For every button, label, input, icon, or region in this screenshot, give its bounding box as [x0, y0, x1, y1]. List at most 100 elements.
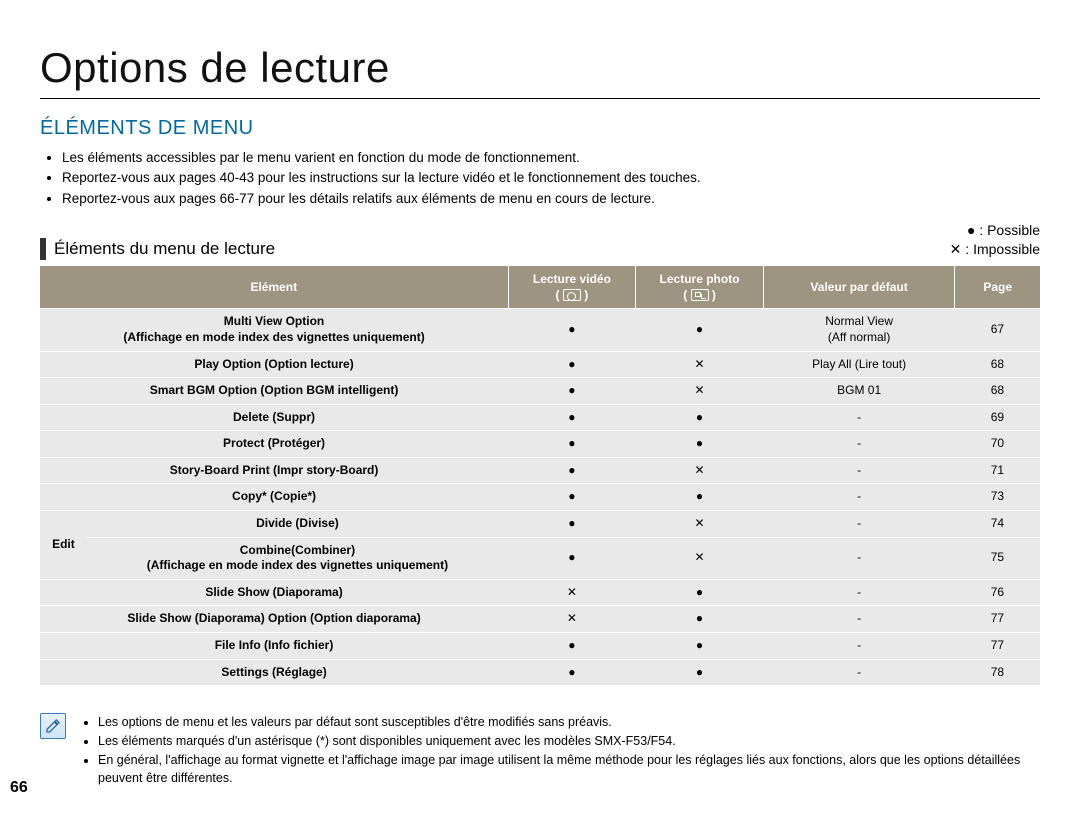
cell-video: ● — [508, 659, 636, 685]
cell-photo: ● — [636, 431, 764, 458]
cell-default: Play All (Lire tout) — [763, 351, 954, 378]
cell-default: - — [763, 633, 954, 660]
cell-photo: ● — [636, 484, 764, 511]
cell-element: File Info (Info fichier) — [40, 633, 508, 660]
cell-video: ● — [508, 378, 636, 405]
table-row: Protect (Protéger)●●-70 — [40, 431, 1040, 458]
cell-element: Slide Show (Diaporama) — [40, 579, 508, 606]
cell-video: ● — [508, 457, 636, 484]
cell-element: Delete (Suppr) — [40, 404, 508, 431]
cell-video: ● — [508, 633, 636, 660]
cell-page: 77 — [955, 633, 1040, 660]
cell-default: - — [763, 511, 954, 538]
menu-table: Elément Lecture vidéo ( ) Lecture photo … — [40, 266, 1040, 685]
notes-row: Les options de menu et les valeurs par d… — [40, 713, 1040, 788]
video-icon — [563, 289, 581, 301]
cell-page: 73 — [955, 484, 1040, 511]
cell-page: 67 — [955, 309, 1040, 351]
page-number: 66 — [10, 779, 28, 797]
intro-bullet: Reportez-vous aux pages 66-77 pour les d… — [62, 189, 1040, 209]
circle-icon: ● — [967, 222, 975, 238]
edit-group-label: Edit — [40, 511, 87, 580]
cell-page: 76 — [955, 579, 1040, 606]
table-row: EditDivide (Divise)●✕-74 — [40, 511, 1040, 538]
table-row: Story-Board Print (Impr story-Board)●✕-7… — [40, 457, 1040, 484]
cell-page: 68 — [955, 351, 1040, 378]
table-row: Play Option (Option lecture)●✕Play All (… — [40, 351, 1040, 378]
cell-video: ✕ — [508, 579, 636, 606]
cell-page: 68 — [955, 378, 1040, 405]
page: Options de lecture ÉLÉMENTS DE MENU Les … — [40, 0, 1040, 827]
table-row: Combine(Combiner)(Affichage en mode inde… — [40, 537, 1040, 579]
legend-possible-label: Possible — [987, 222, 1040, 238]
note-icon — [40, 713, 66, 739]
cell-element: Multi View Option(Affichage en mode inde… — [40, 309, 508, 351]
cell-page: 74 — [955, 511, 1040, 538]
page-title: Options de lecture — [40, 44, 1040, 98]
cell-photo: ● — [636, 606, 764, 633]
legend-impossible: ✕ : Impossible — [950, 240, 1040, 260]
th-default: Valeur par défaut — [763, 266, 954, 309]
cell-default: Normal View(Aff normal) — [763, 309, 954, 351]
cell-element: Story-Board Print (Impr story-Board) — [40, 457, 508, 484]
table-row: Slide Show (Diaporama)✕●-76 — [40, 579, 1040, 606]
table-row: Multi View Option(Affichage en mode inde… — [40, 309, 1040, 351]
subheading-bar — [40, 238, 46, 260]
cell-default: - — [763, 659, 954, 685]
cell-element: Play Option (Option lecture) — [40, 351, 508, 378]
th-element: Elément — [40, 266, 508, 309]
cell-default: - — [763, 606, 954, 633]
cell-default: - — [763, 537, 954, 579]
cell-photo: ✕ — [636, 351, 764, 378]
pencil-icon — [45, 718, 61, 734]
cell-element: Smart BGM Option (Option BGM intelligent… — [40, 378, 508, 405]
cell-photo: ✕ — [636, 511, 764, 538]
cell-video: ● — [508, 537, 636, 579]
cell-video: ● — [508, 484, 636, 511]
divider — [40, 98, 1040, 99]
cell-element: Protect (Protéger) — [40, 431, 508, 458]
cell-video: ✕ — [508, 606, 636, 633]
table-row: Copy* (Copie*)●●-73 — [40, 484, 1040, 511]
photo-icon — [691, 289, 709, 301]
intro-bullet: Reportez-vous aux pages 40-43 pour les i… — [62, 168, 1040, 188]
cell-element: Combine(Combiner)(Affichage en mode inde… — [87, 537, 508, 579]
cell-photo: ● — [636, 659, 764, 685]
cell-video: ● — [508, 431, 636, 458]
cell-video: ● — [508, 404, 636, 431]
note-item: Les options de menu et les valeurs par d… — [98, 713, 1040, 732]
legend-impossible-label: Impossible — [973, 241, 1040, 257]
note-item: En général, l'affichage au format vignet… — [98, 751, 1040, 789]
cell-page: 71 — [955, 457, 1040, 484]
intro-bullets: Les éléments accessibles par le menu var… — [40, 148, 1040, 209]
cell-photo: ✕ — [636, 537, 764, 579]
table-row: Delete (Suppr)●●-69 — [40, 404, 1040, 431]
cell-video: ● — [508, 309, 636, 351]
cell-page: 75 — [955, 537, 1040, 579]
cell-element: Slide Show (Diaporama) Option (Option di… — [40, 606, 508, 633]
cell-photo: ● — [636, 633, 764, 660]
cross-icon: ✕ — [950, 241, 962, 257]
subheading: Éléments du menu de lecture — [54, 239, 275, 259]
cell-page: 69 — [955, 404, 1040, 431]
cell-default: - — [763, 484, 954, 511]
table-row: Smart BGM Option (Option BGM intelligent… — [40, 378, 1040, 405]
cell-page: 77 — [955, 606, 1040, 633]
cell-default: BGM 01 — [763, 378, 954, 405]
intro-bullet: Les éléments accessibles par le menu var… — [62, 148, 1040, 168]
note-item: Les éléments marqués d'un astérisque (*)… — [98, 732, 1040, 751]
table-row: Slide Show (Diaporama) Option (Option di… — [40, 606, 1040, 633]
subheading-row: Éléments du menu de lecture ● : Possible… — [40, 221, 1040, 260]
cell-element: Divide (Divise) — [87, 511, 508, 538]
table-header-row: Elément Lecture vidéo ( ) Lecture photo … — [40, 266, 1040, 309]
cell-photo: ● — [636, 404, 764, 431]
table-row: Settings (Réglage)●●-78 — [40, 659, 1040, 685]
cell-default: - — [763, 404, 954, 431]
cell-default: - — [763, 457, 954, 484]
section-title: ÉLÉMENTS DE MENU — [40, 117, 1040, 140]
table-row: File Info (Info fichier)●●-77 — [40, 633, 1040, 660]
th-photo-label: Lecture photo — [660, 272, 740, 286]
th-video: Lecture vidéo ( ) — [508, 266, 636, 309]
th-video-label: Lecture vidéo — [533, 272, 611, 286]
cell-page: 70 — [955, 431, 1040, 458]
